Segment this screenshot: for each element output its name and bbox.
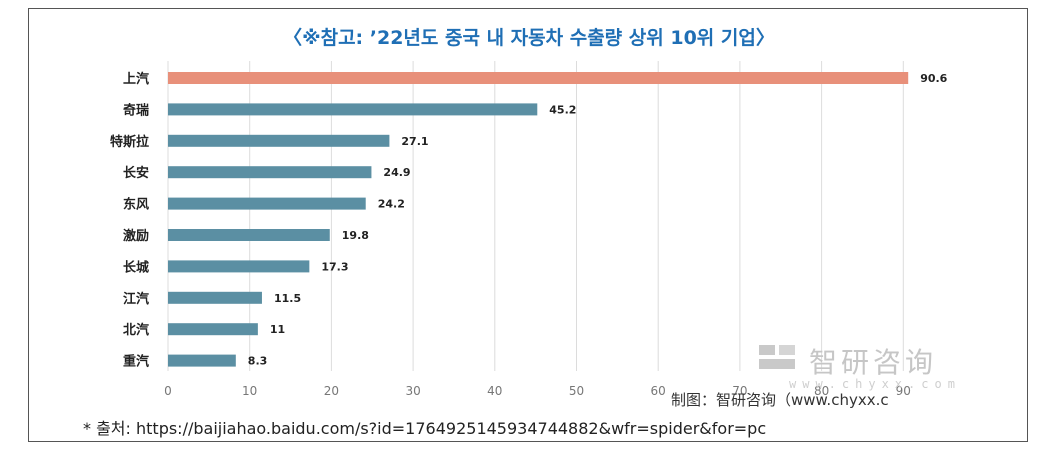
bar — [168, 166, 372, 179]
data-label: 24.9 — [383, 166, 410, 179]
category-label: 江汽 — [123, 291, 149, 307]
category-label: 激励 — [123, 228, 149, 244]
category-label: 特斯拉 — [110, 134, 149, 150]
x-tick-label: 80 — [814, 384, 829, 398]
bar — [168, 260, 310, 273]
data-label: 45.2 — [549, 103, 576, 116]
bar — [168, 229, 330, 241]
x-tick-label: 10 — [242, 384, 257, 398]
x-tick-label: 30 — [405, 384, 420, 398]
category-label: 长城 — [123, 259, 149, 275]
category-label: 东风 — [123, 197, 149, 213]
x-tick-label: 60 — [651, 384, 666, 398]
data-label: 27.1 — [401, 135, 428, 148]
bar — [168, 291, 262, 304]
category-label: 重汽 — [123, 354, 149, 370]
x-tick-label: 0 — [164, 384, 172, 398]
bar — [168, 72, 909, 84]
x-tick-label: 40 — [487, 384, 502, 398]
x-tick-label: 70 — [732, 384, 747, 398]
watermark-url: www.chyxx.com — [789, 377, 961, 391]
figure-frame: 〈※참고: ’22년도 중국 내 자동차 수출량 상위 10위 기업〉 0 10 2… — [28, 8, 1028, 442]
bar — [168, 134, 390, 147]
chart-title: 〈※참고: ’22년도 중국 내 자동차 수출량 상위 10위 기업〉 — [283, 27, 775, 49]
data-label: 19.8 — [342, 229, 369, 242]
category-label: 长安 — [123, 165, 149, 181]
x-tick-label: 50 — [569, 384, 584, 398]
category-label: 奇瑞 — [123, 102, 149, 118]
x-tick-label: 90 — [896, 384, 911, 398]
data-label: 11 — [270, 323, 285, 336]
x-tick-label: 20 — [324, 384, 339, 398]
data-label: 90.6 — [920, 72, 947, 85]
bar-chart: 0 10 20 30 40 50 60 70 80 90 上汽 90.6 奇瑞 45.2 特斯拉 27.1 长安… — [110, 61, 948, 398]
watermark-name: 智研咨询 — [809, 346, 938, 379]
data-label: 8.3 — [248, 355, 268, 368]
data-label: 17.3 — [321, 260, 348, 273]
category-label: 上汽 — [123, 71, 149, 87]
bar — [168, 354, 236, 367]
chart-credit: 制图：智研咨询（www.chyxx.c — [671, 391, 889, 409]
category-label: 北汽 — [123, 322, 149, 338]
bar — [168, 197, 366, 210]
data-label: 11.5 — [274, 292, 301, 305]
source-note: * 출처: https://baijiahao.baidu.com/s?id=1… — [83, 419, 767, 438]
bar — [168, 103, 538, 116]
bar — [168, 323, 258, 336]
data-label: 24.2 — [378, 198, 405, 211]
chyxx-logo-icon — [759, 345, 795, 369]
